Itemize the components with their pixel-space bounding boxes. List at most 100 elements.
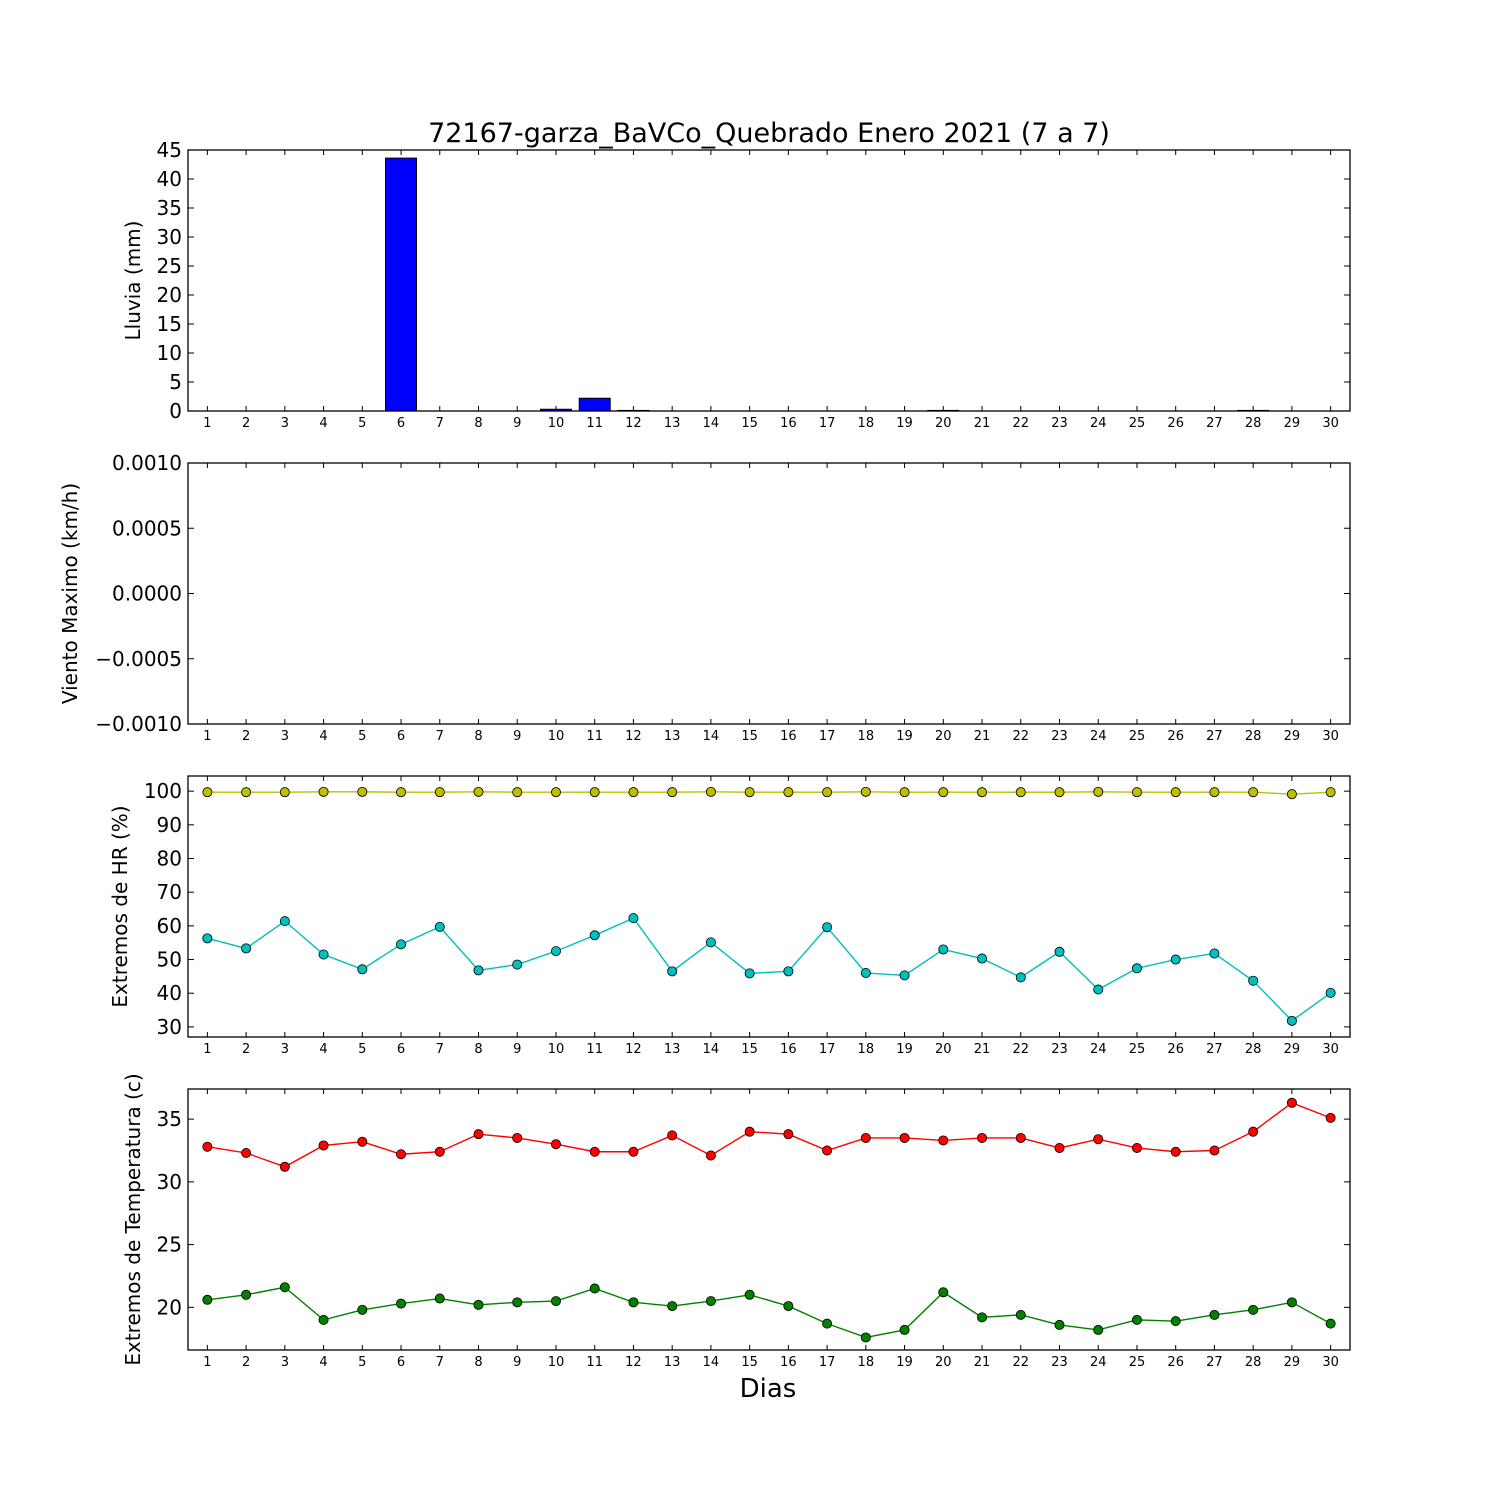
y-tick-label: −0.0005 — [95, 647, 182, 671]
x-tick-label: 8 — [474, 1042, 482, 1057]
x-tick-label: 19 — [896, 1355, 913, 1370]
temp-max-point-day-8 — [473, 1129, 484, 1140]
hr-max-point-day-23 — [1054, 787, 1065, 798]
x-tick-label: 9 — [513, 416, 521, 431]
x-tick-label: 21 — [974, 1355, 991, 1370]
x-tick-label: 20 — [935, 1355, 952, 1370]
hr-min-point-day-30 — [1325, 987, 1336, 998]
x-tick-label: 27 — [1206, 416, 1223, 431]
temp-max-point-day-22 — [1015, 1132, 1026, 1143]
x-tick-label: 30 — [1322, 1042, 1339, 1057]
x-tick-label: 24 — [1090, 416, 1107, 431]
plot-frame — [187, 149, 1351, 412]
hr-min-point-day-2 — [241, 943, 252, 954]
x-tick-label: 6 — [397, 1355, 405, 1370]
hr-max-point-day-25 — [1131, 787, 1142, 798]
y-tick-label: 90 — [157, 813, 182, 837]
x-tick-label: 7 — [436, 1042, 444, 1057]
hr-min-point-day-4 — [318, 949, 329, 960]
x-tick-label: 28 — [1245, 416, 1262, 431]
y-tick-label: 40 — [157, 981, 182, 1005]
x-tick-label: 27 — [1206, 1042, 1223, 1057]
rain-bar-day-6 — [385, 157, 418, 412]
x-tick-label: 25 — [1129, 1355, 1146, 1370]
temp-max-point-day-15 — [744, 1126, 755, 1137]
temp-max-point-day-24 — [1093, 1134, 1104, 1145]
x-tick-label: 21 — [974, 1042, 991, 1057]
x-tick-label: 4 — [319, 1355, 327, 1370]
rain-bar-day-12 — [617, 409, 650, 412]
x-tick-label: 1 — [203, 416, 211, 431]
x-tick-label: 12 — [625, 1042, 642, 1057]
hr-min-point-day-16 — [783, 966, 794, 977]
temp-min-point-day-25 — [1131, 1314, 1142, 1325]
x-tick-label: 5 — [358, 729, 366, 744]
temp-min-point-day-17 — [822, 1318, 833, 1329]
x-tick-label: 2 — [242, 416, 250, 431]
hr-max-point-day-14 — [705, 786, 716, 797]
hr-min-point-day-10 — [550, 946, 561, 957]
x-tick-label: 17 — [819, 729, 836, 744]
temp-min-point-day-6 — [396, 1298, 407, 1309]
hr-min-point-day-25 — [1131, 963, 1142, 974]
x-tick-label: 23 — [1051, 729, 1068, 744]
hr-min-line — [207, 917, 1332, 1022]
temp-min-point-day-1 — [202, 1294, 213, 1305]
x-tick-label: 14 — [703, 729, 720, 744]
y-tick-label: 0.0005 — [112, 516, 182, 540]
x-tick-label: 3 — [281, 416, 289, 431]
x-tick-label: 18 — [858, 1042, 875, 1057]
x-tick-label: 15 — [741, 729, 758, 744]
x-tick-label: 23 — [1051, 416, 1068, 431]
hr-max-line — [207, 791, 1331, 795]
temp-max-point-day-21 — [977, 1132, 988, 1143]
x-tick-label: 15 — [741, 1355, 758, 1370]
x-tick-label: 22 — [1012, 1355, 1029, 1370]
x-tick-label: 8 — [474, 729, 482, 744]
hr-min-point-day-11 — [589, 930, 600, 941]
temp-max-point-day-23 — [1054, 1142, 1065, 1153]
temp-max-point-day-7 — [434, 1146, 445, 1157]
x-tick-label: 7 — [436, 1355, 444, 1370]
hr-max-point-day-26 — [1170, 787, 1181, 798]
x-tick-label: 25 — [1129, 729, 1146, 744]
y-tick-label: −0.0010 — [95, 712, 182, 736]
x-tick-label: 2 — [242, 1042, 250, 1057]
hr-min-point-day-5 — [357, 964, 368, 975]
hr-min-point-day-18 — [860, 968, 871, 979]
x-tick-label: 12 — [625, 416, 642, 431]
temp-min-point-day-28 — [1248, 1304, 1259, 1315]
x-tick-label: 13 — [664, 1042, 681, 1057]
temp-max-point-day-13 — [667, 1130, 678, 1141]
x-tick-label: 8 — [474, 416, 482, 431]
temp-min-point-day-30 — [1325, 1318, 1336, 1329]
x-tick-label: 25 — [1129, 1042, 1146, 1057]
x-tick-label: 13 — [664, 1355, 681, 1370]
x-tick-label: 26 — [1167, 1042, 1184, 1057]
x-tick-label: 30 — [1322, 416, 1339, 431]
y-tick-label: 5 — [169, 370, 182, 394]
y-tick-label: 0.0000 — [112, 582, 182, 606]
hr-max-point-day-2 — [241, 787, 252, 798]
hr-min-point-day-23 — [1054, 946, 1065, 957]
temp-max-point-day-10 — [550, 1139, 561, 1150]
x-tick-label: 9 — [513, 1355, 521, 1370]
x-tick-label: 1 — [203, 729, 211, 744]
hr-max-point-day-22 — [1015, 787, 1026, 798]
x-tick-label: 28 — [1245, 729, 1262, 744]
hr-min-point-day-6 — [396, 939, 407, 950]
x-tick-label: 6 — [397, 729, 405, 744]
x-tick-label: 20 — [935, 416, 952, 431]
temp-max-point-day-11 — [589, 1146, 600, 1157]
hr-max-point-day-9 — [512, 787, 523, 798]
temp-min-point-day-16 — [783, 1301, 794, 1312]
hr-max-point-day-8 — [473, 786, 484, 797]
temp-max-point-day-9 — [512, 1132, 523, 1143]
x-tick-label: 27 — [1206, 1355, 1223, 1370]
y-tick-label: 80 — [157, 847, 182, 871]
hr-min-point-day-19 — [899, 970, 910, 981]
hr-min-point-day-12 — [628, 913, 639, 924]
x-tick-label: 21 — [974, 729, 991, 744]
temp-min-point-day-14 — [705, 1296, 716, 1307]
